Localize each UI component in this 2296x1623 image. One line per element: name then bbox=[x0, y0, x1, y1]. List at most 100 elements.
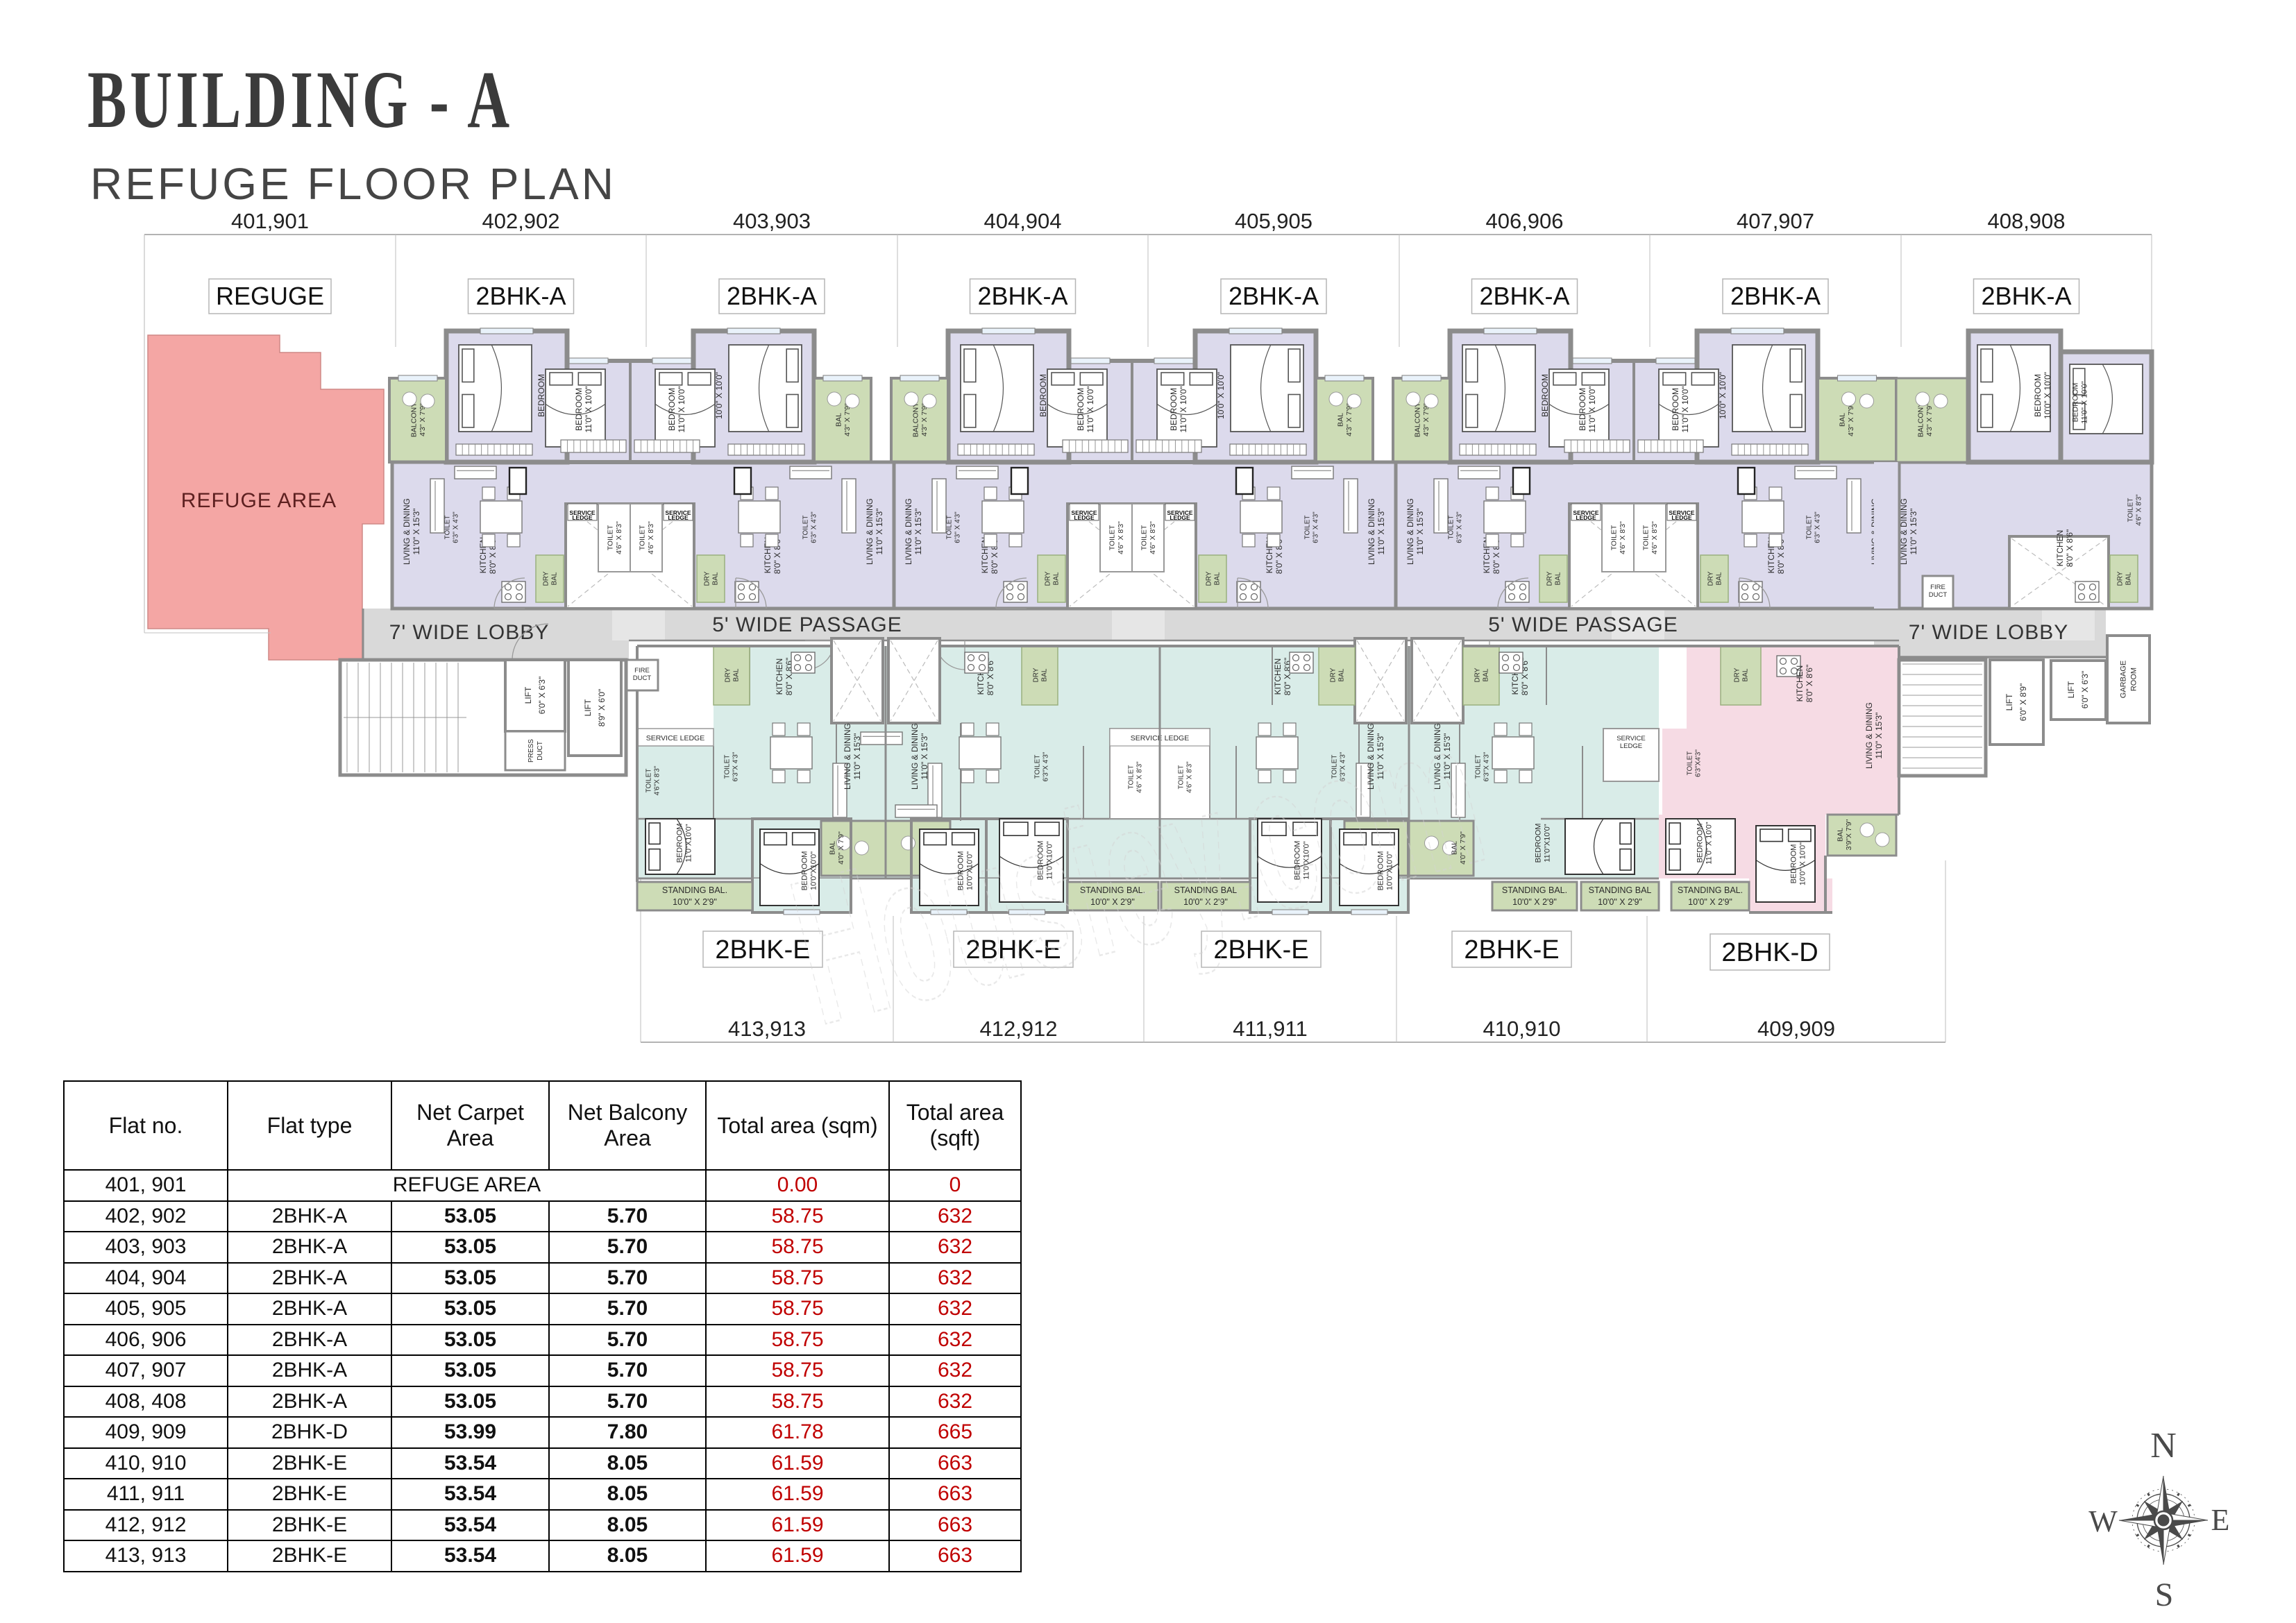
svg-text:KITCHEN: KITCHEN bbox=[2055, 530, 2065, 567]
svg-text:W: W bbox=[2088, 1504, 2118, 1538]
svg-text:S: S bbox=[2155, 1577, 2174, 1613]
svg-text:4'6" X 8'3": 4'6" X 8'3" bbox=[1651, 521, 1659, 554]
svg-text:402,902: 402,902 bbox=[482, 209, 559, 233]
svg-text:4'6" X 8'3": 4'6" X 8'3" bbox=[2136, 494, 2143, 526]
svg-text:BEDROOM: BEDROOM bbox=[1540, 374, 1550, 417]
svg-text:SERVICE: SERVICE bbox=[1071, 509, 1097, 516]
svg-text:TOILET: TOILET bbox=[444, 516, 452, 540]
svg-text:10'0" X 10'0": 10'0" X 10'0" bbox=[1718, 372, 1728, 419]
svg-text:BEDROOM: BEDROOM bbox=[1696, 824, 1704, 863]
svg-text:DRY: DRY bbox=[704, 571, 711, 586]
svg-text:BEDROOM: BEDROOM bbox=[1578, 388, 1587, 431]
svg-text:10'0"X10'0": 10'0"X10'0" bbox=[809, 851, 818, 890]
svg-text:BEDROOM: BEDROOM bbox=[1789, 844, 1798, 884]
svg-text:BAL: BAL bbox=[1836, 828, 1844, 842]
svg-text:N: N bbox=[2150, 1426, 2177, 1465]
svg-text:BEDROOM: BEDROOM bbox=[1038, 374, 1048, 417]
svg-text:8'0" X 8'6": 8'0" X 8'6" bbox=[2065, 529, 2075, 567]
svg-text:LIFT: LIFT bbox=[523, 686, 533, 704]
svg-text:412,912: 412,912 bbox=[979, 1017, 1057, 1041]
svg-text:4'6" X 8'3": 4'6" X 8'3" bbox=[1149, 521, 1157, 554]
svg-text:DRY: DRY bbox=[1330, 668, 1337, 682]
svg-text:10'0" X 2'9": 10'0" X 2'9" bbox=[673, 897, 717, 907]
svg-text:2BHK-E: 2BHK-E bbox=[715, 935, 810, 965]
svg-text:TOILET: TOILET bbox=[724, 755, 732, 779]
svg-text:BALCONY: BALCONY bbox=[1413, 402, 1421, 437]
svg-text:11'0" X 10'0": 11'0" X 10'0" bbox=[1680, 386, 1690, 433]
svg-text:BEDROOM: BEDROOM bbox=[2033, 374, 2043, 417]
svg-text:11'0" X 15'3": 11'0" X 15'3" bbox=[1376, 733, 1385, 780]
svg-text:LEDGE: LEDGE bbox=[1074, 514, 1095, 521]
svg-text:8'9" X 6'0": 8'9" X 6'0" bbox=[597, 689, 607, 726]
svg-text:TOILET: TOILET bbox=[1178, 765, 1185, 790]
svg-text:4'6" X 8'3": 4'6" X 8'3" bbox=[1117, 521, 1125, 554]
svg-text:KITCHEN: KITCHEN bbox=[775, 658, 784, 695]
svg-text:BAL: BAL bbox=[1838, 413, 1846, 427]
svg-text:TOILET: TOILET bbox=[1128, 765, 1136, 790]
svg-text:8'0" X 8'6": 8'0" X 8'6" bbox=[1805, 665, 1814, 702]
svg-text:BAL: BAL bbox=[1555, 572, 1562, 585]
svg-text:TOILET: TOILET bbox=[1304, 516, 1312, 540]
svg-text:404,904: 404,904 bbox=[984, 209, 1061, 233]
svg-text:DRY: DRY bbox=[543, 571, 550, 586]
svg-text:6'3" X 4'3": 6'3" X 4'3" bbox=[954, 511, 962, 543]
svg-text:11'0" X 15'3": 11'0" X 15'3" bbox=[1415, 509, 1425, 555]
svg-text:DRY: DRY bbox=[1033, 668, 1040, 682]
svg-text:LIFT: LIFT bbox=[2004, 693, 2014, 711]
svg-text:SERVICE LEDGE: SERVICE LEDGE bbox=[646, 734, 704, 742]
svg-text:DRY: DRY bbox=[1546, 571, 1554, 586]
svg-text:BEDROOM: BEDROOM bbox=[800, 851, 809, 891]
svg-text:SERVICE: SERVICE bbox=[1167, 509, 1192, 516]
svg-text:BEDROOM: BEDROOM bbox=[1376, 851, 1385, 891]
svg-text:BEDROOM: BEDROOM bbox=[667, 388, 677, 431]
svg-text:LIVING & DINING: LIVING & DINING bbox=[1864, 702, 1874, 769]
svg-text:4'3" X 7'9": 4'3" X 7'9" bbox=[843, 403, 852, 436]
svg-text:TOILET: TOILET bbox=[645, 769, 653, 793]
svg-text:BAL: BAL bbox=[1716, 572, 1723, 585]
svg-text:413,913: 413,913 bbox=[728, 1017, 806, 1041]
svg-text:DUCT: DUCT bbox=[537, 741, 544, 760]
svg-text:KITCHEN: KITCHEN bbox=[1273, 658, 1283, 695]
svg-text:BEDROOM: BEDROOM bbox=[675, 824, 684, 863]
svg-text:11'0" X 15'3": 11'0" X 15'3" bbox=[920, 733, 929, 780]
svg-text:406,906: 406,906 bbox=[1485, 209, 1563, 233]
svg-text:DRY: DRY bbox=[1734, 668, 1741, 682]
svg-text:4'0" X 7'9": 4'0" X 7'9" bbox=[837, 831, 845, 865]
svg-text:STANDING BAL: STANDING BAL bbox=[1589, 885, 1652, 895]
svg-text:2BHK-E: 2BHK-E bbox=[965, 935, 1061, 965]
svg-text:407,907: 407,907 bbox=[1737, 209, 1814, 233]
svg-text:LIFT: LIFT bbox=[583, 699, 593, 716]
svg-text:11'0" X 10'0": 11'0" X 10'0" bbox=[2080, 381, 2088, 423]
svg-text:BAL: BAL bbox=[2125, 572, 2133, 585]
svg-text:10'0" X 2'9": 10'0" X 2'9" bbox=[1183, 897, 1228, 907]
svg-text:4'6" X 8'3": 4'6" X 8'3" bbox=[647, 521, 655, 554]
svg-text:ROOM: ROOM bbox=[2129, 668, 2138, 691]
svg-text:11'0"X10'0": 11'0"X10'0" bbox=[1045, 841, 1054, 879]
svg-text:10'0" X 10'0": 10'0" X 10'0" bbox=[1798, 842, 1807, 885]
svg-text:11'0"X10'0": 11'0"X10'0" bbox=[1302, 841, 1310, 879]
svg-text:403,903: 403,903 bbox=[733, 209, 811, 233]
svg-text:2BHK-A: 2BHK-A bbox=[1479, 282, 1569, 310]
svg-text:BAL: BAL bbox=[733, 668, 741, 681]
svg-text:BAL: BAL bbox=[1053, 572, 1061, 585]
svg-text:2BHK-D: 2BHK-D bbox=[1721, 938, 1818, 967]
svg-text:SERVICE: SERVICE bbox=[665, 509, 691, 516]
svg-text:6'3"X 4'3": 6'3"X 4'3" bbox=[1483, 751, 1491, 781]
svg-text:11'0" X 10'0": 11'0" X 10'0" bbox=[677, 386, 686, 433]
svg-text:BEDROOM: BEDROOM bbox=[1293, 841, 1301, 881]
svg-text:TOILET: TOILET bbox=[1331, 755, 1339, 779]
svg-text:STANDING BAL: STANDING BAL bbox=[1174, 885, 1238, 895]
svg-text:2BHK-A: 2BHK-A bbox=[1229, 282, 1319, 310]
svg-text:3'9"X 7'9": 3'9"X 7'9" bbox=[1845, 819, 1853, 850]
svg-text:FIRE: FIRE bbox=[634, 667, 650, 674]
svg-text:DUCT: DUCT bbox=[633, 674, 652, 682]
svg-text:11'0" X 15'3": 11'0" X 15'3" bbox=[1874, 713, 1884, 759]
svg-text:E: E bbox=[2211, 1503, 2230, 1537]
svg-text:LEDGE: LEDGE bbox=[1620, 742, 1642, 750]
svg-text:4'3" X 7'9": 4'3" X 7'9" bbox=[1422, 403, 1430, 436]
svg-text:11'0" X 15'3": 11'0" X 15'3" bbox=[412, 509, 421, 555]
svg-text:BEDROOM: BEDROOM bbox=[1671, 388, 1680, 431]
svg-text:4'6"X 8'3": 4'6"X 8'3" bbox=[654, 765, 661, 795]
svg-text:4'6" X 8'3": 4'6" X 8'3" bbox=[1186, 761, 1194, 793]
svg-text:BEDROOM: BEDROOM bbox=[1036, 841, 1045, 881]
